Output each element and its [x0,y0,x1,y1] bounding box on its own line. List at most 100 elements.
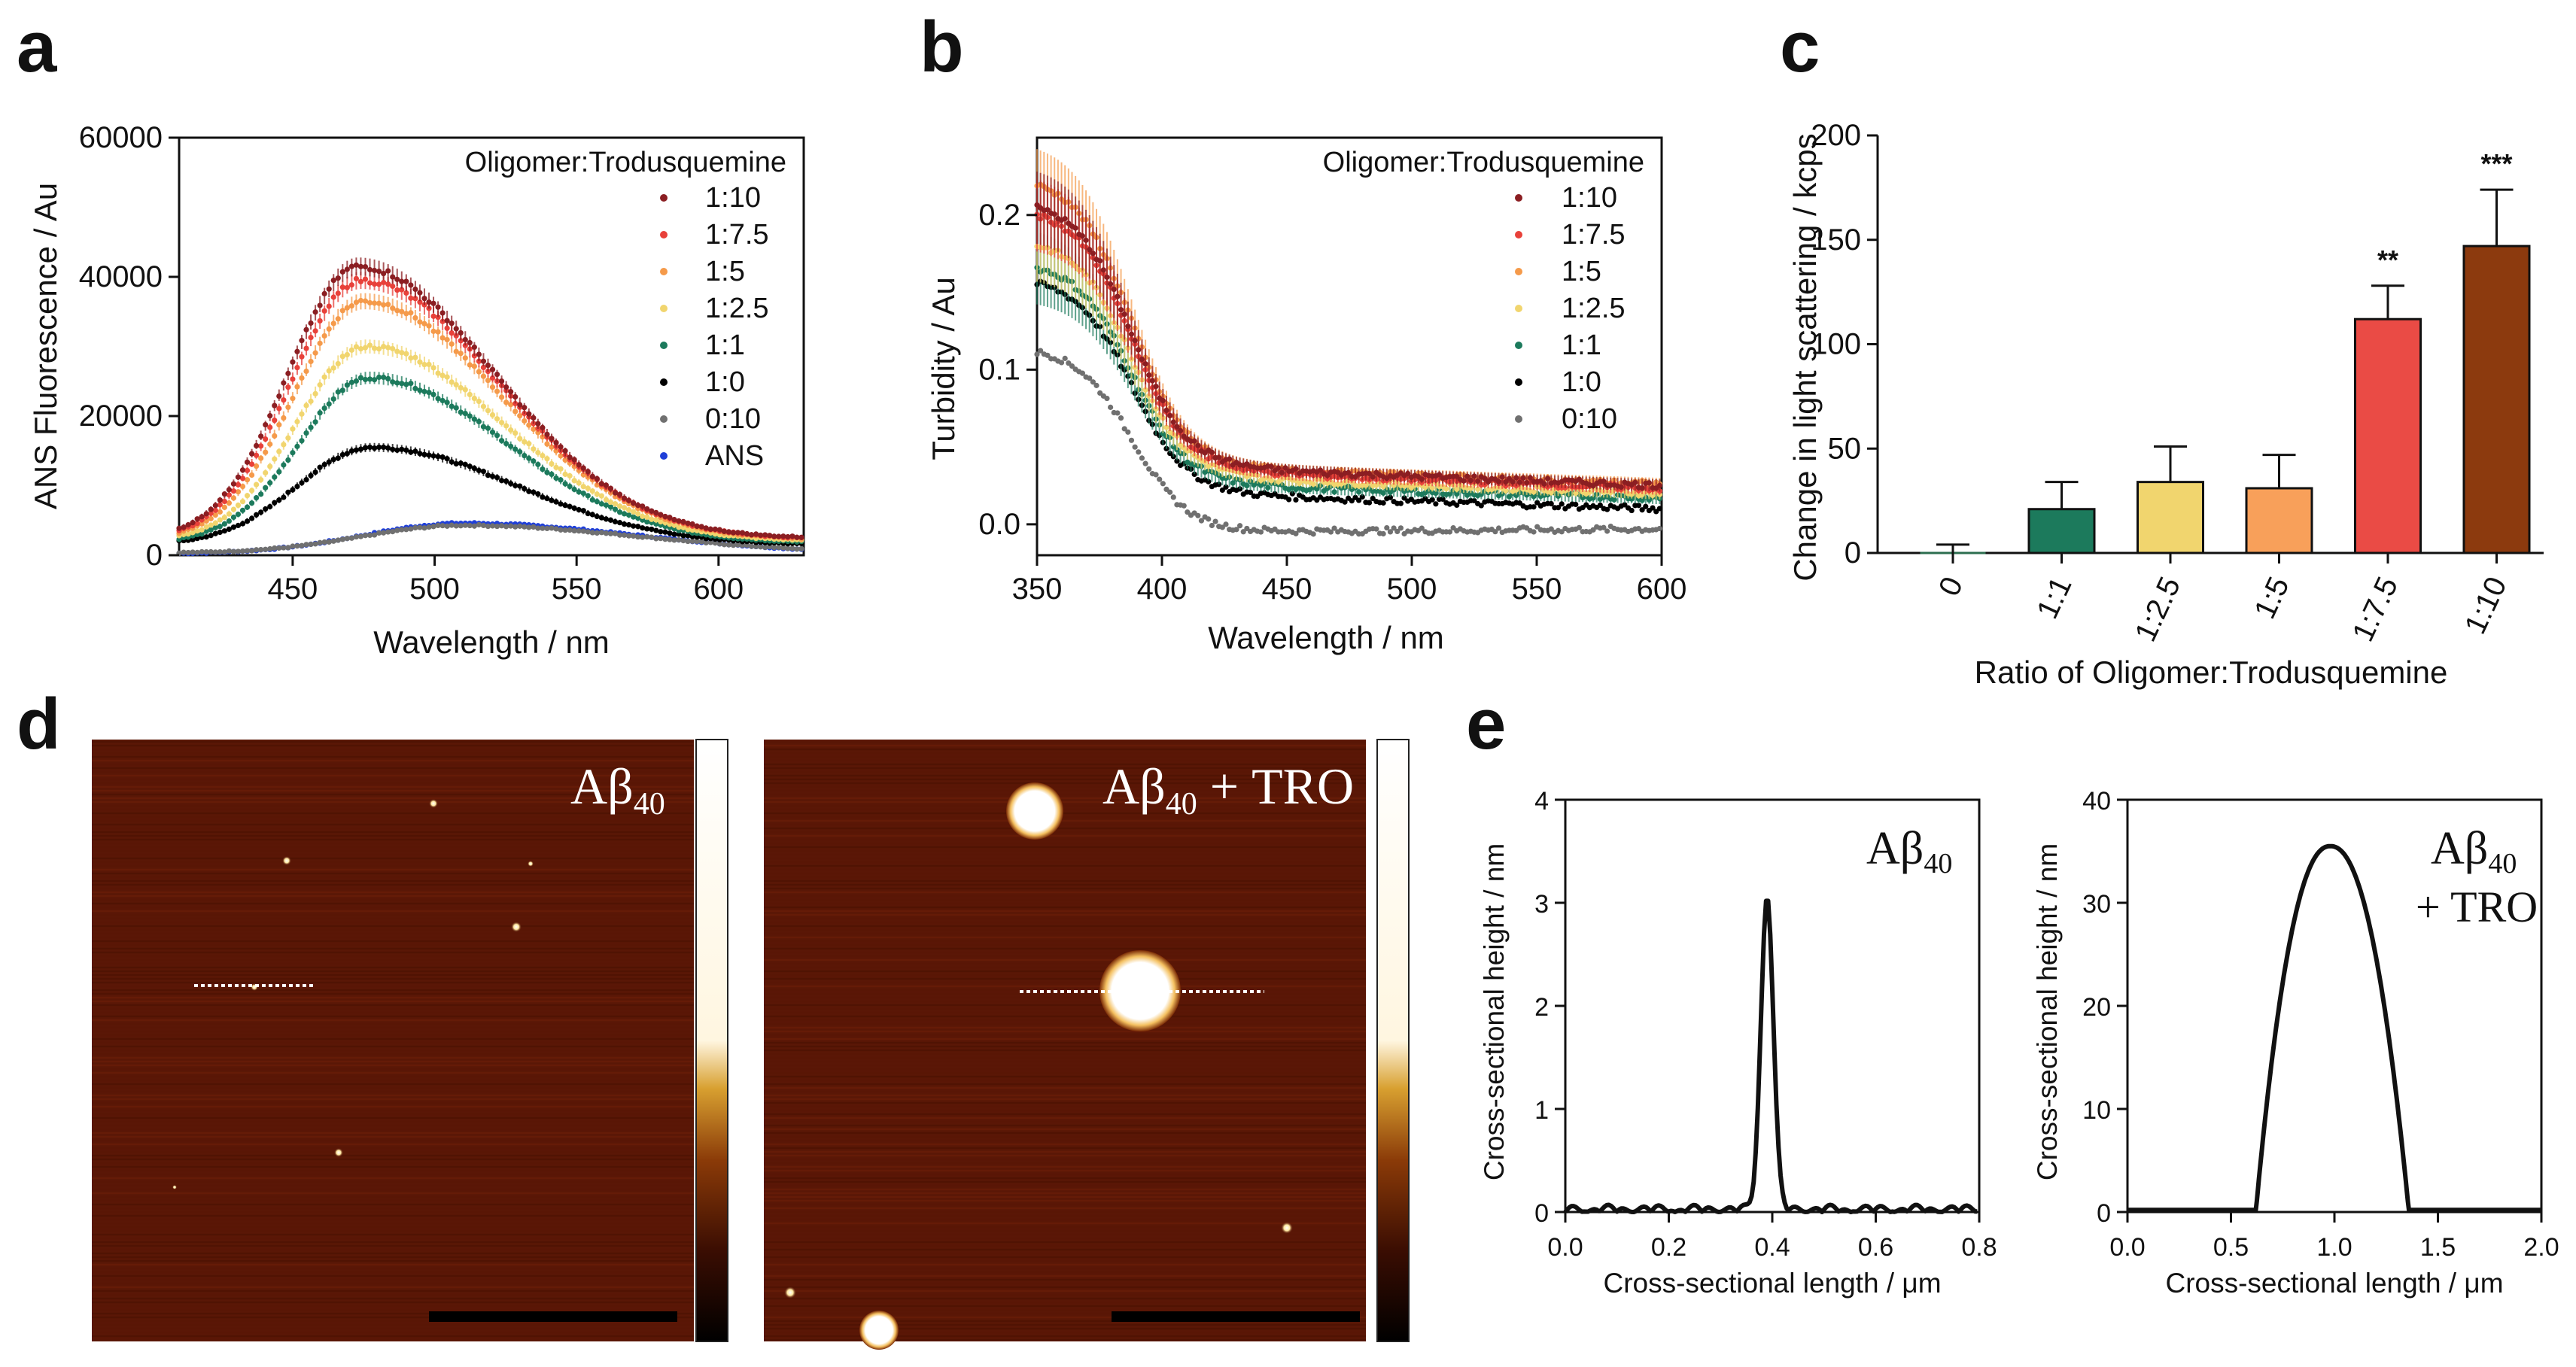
data-point [1185,509,1191,515]
data-point [685,520,691,527]
data-point [1387,494,1394,500]
x-tick-label: 1:10 [2459,572,2514,639]
data-point [553,475,559,481]
data-point [585,493,591,499]
data-point [185,549,191,556]
data-point [1167,412,1173,419]
data-point [485,472,491,478]
afm-left-speck [528,861,534,867]
data-point [1639,485,1645,491]
afm-right-speck [784,1286,796,1299]
data-point [676,537,682,543]
data-point [449,459,455,465]
data-point [335,275,341,281]
data-point [553,448,559,454]
data-point [403,381,409,387]
data-point [1195,442,1201,448]
data-point [1450,525,1456,531]
afm-left-label: Aβ40 [570,758,665,822]
y-tick-label: 150 [1811,223,1861,257]
data-point [471,523,477,529]
bar-1:1 [2027,508,2096,554]
data-point [348,282,354,288]
data-point [685,538,691,545]
data-point [421,525,427,531]
data-point [522,485,528,492]
data-point [1656,482,1662,488]
data-point [508,481,514,487]
data-point [403,351,409,357]
data-point [335,537,341,543]
x-tick-label: 600 [693,573,744,606]
data-point [263,506,269,512]
data-point [553,526,559,532]
data-point [725,542,732,548]
data-point [480,373,487,379]
chart-a-frame [178,136,805,557]
data-point [589,497,595,503]
data-point [498,420,505,426]
data-point [254,547,260,553]
data-point [339,308,345,314]
data-point [285,384,291,390]
data-point [376,374,382,381]
data-point [703,536,709,542]
data-point [644,514,650,520]
y-tick-label: 1 [1534,1096,1549,1125]
data-point [580,472,586,478]
data-point [489,523,496,529]
data-point [403,290,409,296]
data-point [453,348,459,354]
data-point [776,533,782,539]
afm-left-speck [334,1148,343,1157]
data-point [357,297,364,304]
data-point [344,305,350,311]
data-point [689,527,695,533]
data-point [1317,467,1324,473]
data-point [308,320,314,327]
data-point [494,388,500,394]
data-point [381,270,387,277]
data-point [680,537,686,544]
chart-e1-xticks: 0.0 0.2 0.4 0.6 0.8 [1547,1212,1997,1262]
data-point [221,515,227,521]
data-point [558,466,564,472]
data-point [1167,489,1173,495]
data-point [1170,419,1176,425]
legend-label: 1:0 [1562,366,1601,398]
data-point [562,471,568,477]
data-point [394,348,400,354]
data-point [1310,531,1316,537]
chart-a: 450 500 550 600 0 20000 40000 60000 Wavelength… [28,121,805,660]
data-point [1559,529,1565,535]
data-point [626,522,632,528]
series-0:10 [1034,348,1662,537]
x-tick-label: 0.0 [2109,1233,2145,1262]
data-point [190,536,196,542]
afm-left-color-scale [695,739,728,1342]
data-point [417,359,423,365]
data-point [267,441,273,447]
data-point [607,517,614,523]
data-point [1384,524,1390,531]
data-point [1236,523,1243,529]
legend-label: 0:10 [705,403,761,435]
data-point [716,527,722,533]
data-point [362,533,369,539]
data-point [1370,495,1376,502]
data-point [485,425,491,431]
data-point [1454,502,1460,509]
data-point [1331,489,1337,495]
chart-b-xticks: 350 400 450 500 550 600 [1012,555,1686,606]
data-point [1125,324,1131,330]
data-point [326,459,332,465]
data-point [594,491,600,497]
data-point [476,467,482,473]
data-point [531,426,537,433]
data-point [285,457,291,463]
data-point [576,462,582,468]
bar-1:7.5 [2354,317,2422,554]
data-point [203,528,209,534]
afm-left-speck [511,922,522,932]
data-point [263,469,269,476]
